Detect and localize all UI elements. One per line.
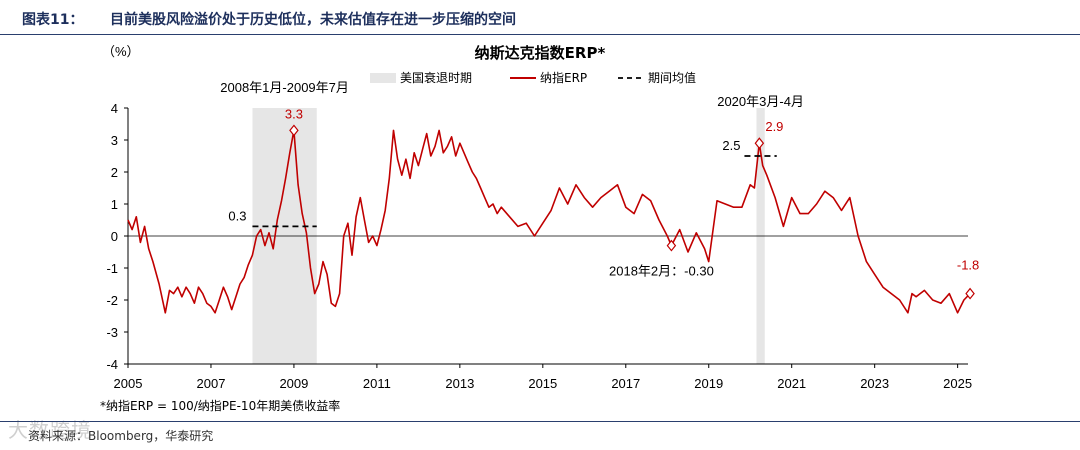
figure-label: 图表11： (22, 12, 84, 28)
x-tick-label: 2005 (114, 376, 143, 391)
y-tick-label: 2 (111, 165, 118, 180)
y-tick-label: -3 (106, 325, 118, 340)
y-tick-label: -4 (106, 357, 118, 372)
x-tick-label: 2009 (279, 376, 308, 391)
x-tick-label: 2011 (363, 376, 391, 391)
y-axis-unit-label: （%） (102, 44, 140, 59)
y-tick-label: -2 (106, 293, 118, 308)
y-tick-label: 0 (111, 229, 118, 244)
y-tick-label: 1 (111, 197, 118, 212)
recession-period-label: 2020年3月-4月 (717, 94, 804, 109)
point-marker (965, 287, 975, 300)
y-tick-label: 4 (111, 101, 118, 116)
legend-average-label: 期间均值 (648, 70, 696, 85)
point-label: 2018年2月：-0.30 (609, 264, 714, 279)
x-tick-label: 2017 (611, 376, 640, 391)
chart-title: 纳斯达克指数ERP* (475, 44, 606, 62)
x-tick-label: 2021 (777, 376, 806, 391)
point-label: -1.8 (957, 258, 979, 273)
y-tick-label: -1 (106, 261, 118, 276)
x-tick-label: 2019 (694, 376, 723, 391)
footer-divider (0, 421, 1080, 422)
point-marker (666, 239, 677, 252)
peak-label: 2.9 (765, 119, 783, 134)
x-tick-label: 2023 (860, 376, 889, 391)
x-tick-label: 2013 (445, 376, 474, 391)
x-tick-label: 2015 (528, 376, 557, 391)
chart-footnote: *纳指ERP = 100/纳指PE-10年期美债收益率 (100, 398, 340, 413)
figure-header: 图表11： 目前美股风险溢价处于历史低位，未来估值存在进一步压缩的空间 (0, 0, 1080, 35)
period-average-label: 2.5 (722, 138, 740, 153)
legend-recession-label: 美国衰退时期 (400, 70, 472, 85)
legend-recession-swatch (370, 73, 396, 83)
figure-title: 目前美股风险溢价处于历史低位，未来估值存在进一步压缩的空间 (110, 12, 516, 28)
watermark: 大数跨境 (8, 418, 92, 442)
period-average-label: 0.3 (228, 208, 246, 223)
peak-marker (289, 124, 299, 137)
x-tick-label: 2025 (943, 376, 972, 391)
legend: 美国衰退时期 纳指ERP 期间均值 (370, 70, 696, 85)
peak-marker (754, 137, 765, 150)
x-tick-label: 2007 (197, 376, 226, 391)
peak-label: 3.3 (285, 106, 303, 121)
erp-series-line (127, 129, 971, 314)
legend-series-label: 纳指ERP (540, 70, 587, 85)
y-tick-label: 3 (111, 133, 118, 148)
source-note: 资料来源：Bloomberg，华泰研究 (28, 429, 214, 443)
recession-period-label: 2008年1月-2009年7月 (220, 80, 349, 95)
